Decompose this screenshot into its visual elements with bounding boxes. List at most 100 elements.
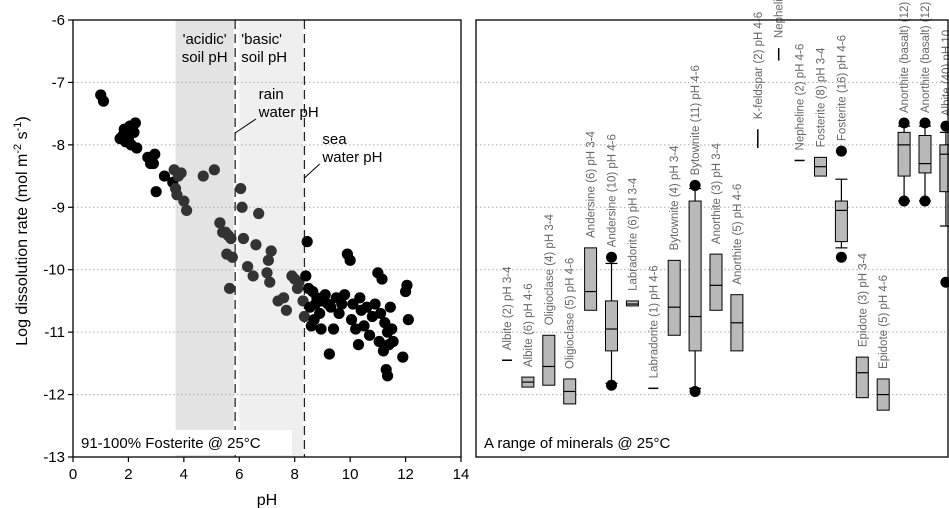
scatter-point <box>264 276 276 288</box>
scatter-point <box>147 157 159 170</box>
box-outlier <box>689 179 701 191</box>
scatter-point <box>265 245 277 257</box>
box-outlier <box>940 276 949 288</box>
y-tick-label: -10 <box>43 262 65 279</box>
rain-water-label-line: rain <box>259 86 284 103</box>
mineral-label: Oligioclase (5) pH 4-6 <box>565 258 577 369</box>
scatter-point <box>387 335 399 348</box>
scatter-point <box>214 217 226 229</box>
basic-soil-label: 'basic' soil pH <box>241 31 287 66</box>
scatter-point <box>278 292 290 304</box>
scatter-point <box>262 254 274 266</box>
shaded-region-1 <box>239 20 304 457</box>
mineral-label: Albite (6) pH 4-6 <box>523 283 535 367</box>
y-tick-label: -7 <box>52 74 65 91</box>
box-body <box>939 144 949 193</box>
scatter-point <box>352 339 365 351</box>
x-tick-label: 12 <box>397 466 414 483</box>
x-tick-label: 14 <box>453 466 470 483</box>
box-body <box>605 300 618 352</box>
mineral-label: Anorthite (5) pH 4-6 <box>732 184 744 285</box>
scatter-point <box>345 314 358 326</box>
right-panel-frame: A range of minerals @ 25°C <box>475 19 949 458</box>
box-body <box>709 253 723 311</box>
scatter-point <box>178 195 190 207</box>
box-body <box>834 200 848 243</box>
box-body <box>625 300 639 307</box>
scatter-point <box>149 148 161 160</box>
rain-water-label-line: water pH <box>258 104 319 121</box>
scatter-point <box>158 170 171 182</box>
scatter-point <box>298 310 311 323</box>
scatter-point <box>401 279 413 291</box>
scatter-point <box>261 267 273 279</box>
scatter-point <box>250 239 262 251</box>
scatter-point <box>354 292 366 304</box>
scatter-point <box>327 323 340 335</box>
sea-water-label-line: sea <box>322 131 347 148</box>
y-tick-label: -6 <box>52 12 65 29</box>
mineral-label: Andersine (6) pH 3-4 <box>586 131 598 238</box>
box-outlier <box>606 251 617 263</box>
scatter-point <box>339 289 351 301</box>
x-tick-label: 6 <box>235 466 243 483</box>
y-axis-title: Log dissolution rate (mol m-2 s-1) <box>12 116 31 345</box>
scatter-point <box>150 186 162 198</box>
mineral-label: Albite (2) pH 3-4 <box>502 266 514 350</box>
scatter-point <box>223 282 236 295</box>
scatter-point <box>375 307 387 320</box>
mineral-label: Fosterite (8) pH 3-4 <box>816 47 828 147</box>
left-axes: -13 -12 -11 -10 -9 -8 -7 -6 0 2 4 6 8 10 12 14 <box>43 12 469 483</box>
scatter-point <box>253 207 265 220</box>
scatter-point <box>373 335 385 348</box>
scatter-point <box>336 298 348 310</box>
y-axis-title-mid: s <box>14 131 31 143</box>
scatter-point <box>315 323 327 335</box>
scatter-point <box>301 236 313 248</box>
scatter-point <box>363 329 376 341</box>
y-axis-title-base: Log dissolution rate (mol m <box>14 154 31 346</box>
scatter-point <box>197 170 209 182</box>
box-outlier <box>606 379 617 391</box>
box-outlier <box>919 195 931 207</box>
box-body <box>897 131 911 177</box>
scatter-point <box>376 273 388 285</box>
acidic-soil-label-line: soil pH <box>182 49 228 66</box>
mineral-label: K-feldspar (2) pH 4-6 <box>753 12 765 119</box>
scatter-point <box>247 270 259 282</box>
box-outlier <box>940 120 949 132</box>
scatter-point <box>235 182 247 195</box>
left-panel-label-bg <box>75 430 292 455</box>
x-axis-title: pH <box>257 492 277 508</box>
mineral-label: Nepheline (2) pH 3-4 <box>774 0 786 38</box>
right-panel-label-bg <box>478 430 700 455</box>
y-axis-title-end: ) <box>14 116 31 121</box>
box-body <box>667 259 681 336</box>
rain-water-label: rain water pH <box>258 86 319 121</box>
scatter-point <box>402 314 414 326</box>
scatter-point <box>236 201 248 213</box>
scatter-point <box>323 348 335 360</box>
right-frame-rect <box>475 19 949 458</box>
mineral-label: Anorthite (basalt) (12) pH 3-4 <box>899 0 911 113</box>
scatter-point <box>333 307 345 320</box>
box-outlier <box>919 117 931 129</box>
x-tick-label: 10 <box>342 466 359 483</box>
sea-water-label: sea water pH <box>321 131 382 166</box>
sea-water-label-line: water pH <box>321 149 382 166</box>
left-frame-rect <box>72 19 462 458</box>
scatter-point <box>381 370 394 382</box>
y-axis-title-exp2: -1 <box>12 122 24 132</box>
acidic-soil-label-line: 'acidic' <box>183 31 227 48</box>
scatter-point <box>397 351 409 363</box>
right-mineral-labels: Albite (2) pH 3-4 Albite (6) pH 4-6 Oligio… <box>502 0 949 378</box>
scatter-point <box>358 320 370 332</box>
y-axis-title-exp1: -2 <box>12 144 24 154</box>
mineral-label: Anorthite (3) pH 3-4 <box>711 143 723 245</box>
mineral-label: Oligioclase (4) pH 3-4 <box>544 213 556 325</box>
mineral-label: Bytownite (4) pH 3-4 <box>669 145 681 250</box>
y-tick-label: -8 <box>52 137 65 154</box>
x-tick-label: 0 <box>69 466 77 483</box>
